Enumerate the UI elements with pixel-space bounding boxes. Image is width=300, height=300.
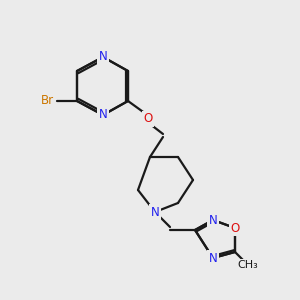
Text: Br: Br <box>40 94 54 107</box>
Text: N: N <box>99 50 107 64</box>
Text: N: N <box>208 214 217 226</box>
Text: CH₃: CH₃ <box>238 260 258 270</box>
Text: O: O <box>143 112 153 125</box>
Text: N: N <box>208 251 217 265</box>
Text: N: N <box>151 206 159 218</box>
Text: N: N <box>99 109 107 122</box>
Text: O: O <box>230 221 240 235</box>
